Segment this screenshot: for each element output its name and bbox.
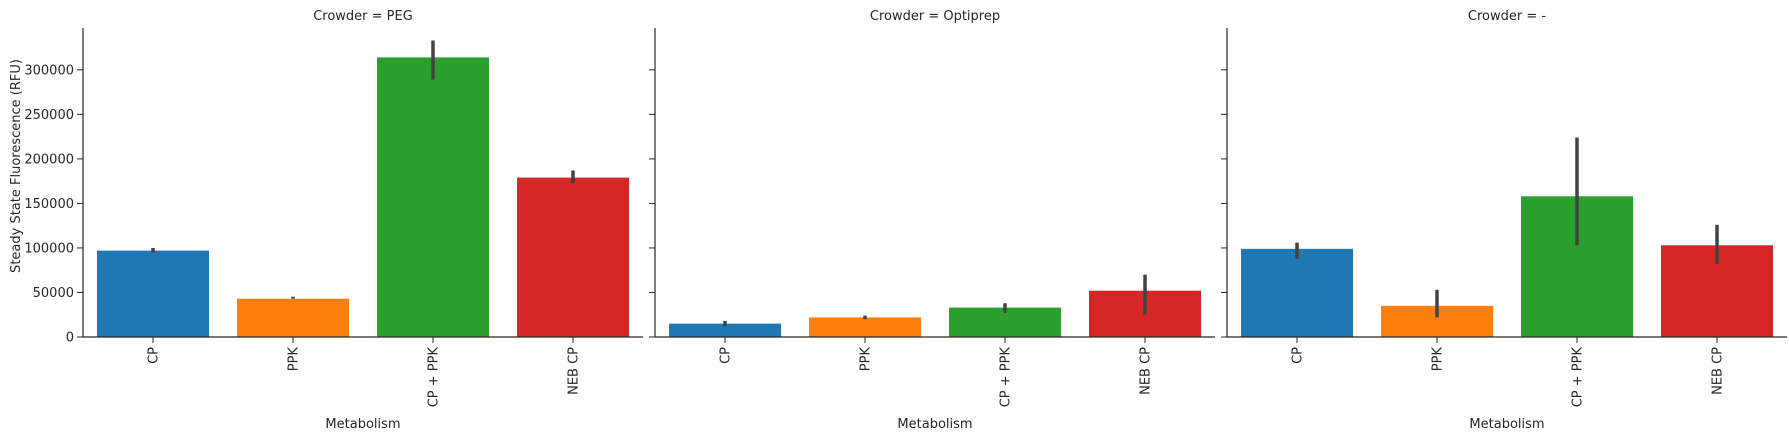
- x-tick-label: NEB CP: [1139, 347, 1154, 395]
- x-tick-label: CP + PPK: [427, 347, 442, 408]
- bar-ppk: [809, 317, 921, 337]
- y-tick-label: 0: [66, 331, 74, 346]
- x-tick-label: CP + PPK: [1571, 347, 1586, 408]
- bar-neb-cp: [517, 177, 629, 337]
- x-tick-label: NEB CP: [567, 347, 582, 395]
- x-tick-label: NEB CP: [1711, 347, 1726, 395]
- facet-panel-3: Crowder = - CP PPK CP + PPK NEB CP Metabolism: [1221, 9, 1787, 432]
- x-axis-label: Metabolism: [1469, 417, 1544, 432]
- facet-title: Crowder = -: [1468, 9, 1546, 24]
- y-tick-label: 300000: [24, 63, 74, 78]
- bar-cp: [97, 250, 209, 337]
- bar-cp-ppk: [377, 57, 489, 337]
- x-axis-label: Metabolism: [325, 417, 400, 432]
- facet-title: Crowder = Optiprep: [870, 9, 1000, 24]
- x-tick-label: CP + PPK: [999, 347, 1014, 408]
- bar-cp: [669, 323, 781, 337]
- y-tick-label: 50000: [33, 286, 74, 301]
- x-tick-label: PPK: [287, 347, 302, 372]
- x-tick-label: PPK: [1431, 347, 1446, 372]
- y-tick-label: 200000: [24, 152, 74, 167]
- x-tick-label: PPK: [859, 347, 874, 372]
- bar-ppk: [237, 298, 349, 337]
- facet-panel-2: Crowder = Optiprep CP PPK CP + PPK NEB CP Met…: [649, 9, 1215, 432]
- y-tick-label: 250000: [24, 108, 74, 123]
- y-tick-label: 100000: [24, 241, 74, 256]
- x-tick-label: CP: [147, 347, 162, 364]
- x-tick-label: CP: [1291, 347, 1306, 364]
- x-axis-label: Metabolism: [897, 417, 972, 432]
- y-axis-label: Steady State Fluorescence (RFU): [9, 59, 24, 273]
- facet-panel-1: Crowder = PEG 0 50000 100000 150000 200000 250…: [24, 9, 643, 432]
- y-tick-label: 150000: [24, 197, 74, 212]
- facet-title: Crowder = PEG: [313, 9, 413, 24]
- x-tick-label: CP: [719, 347, 734, 364]
- bar-cp: [1241, 248, 1353, 337]
